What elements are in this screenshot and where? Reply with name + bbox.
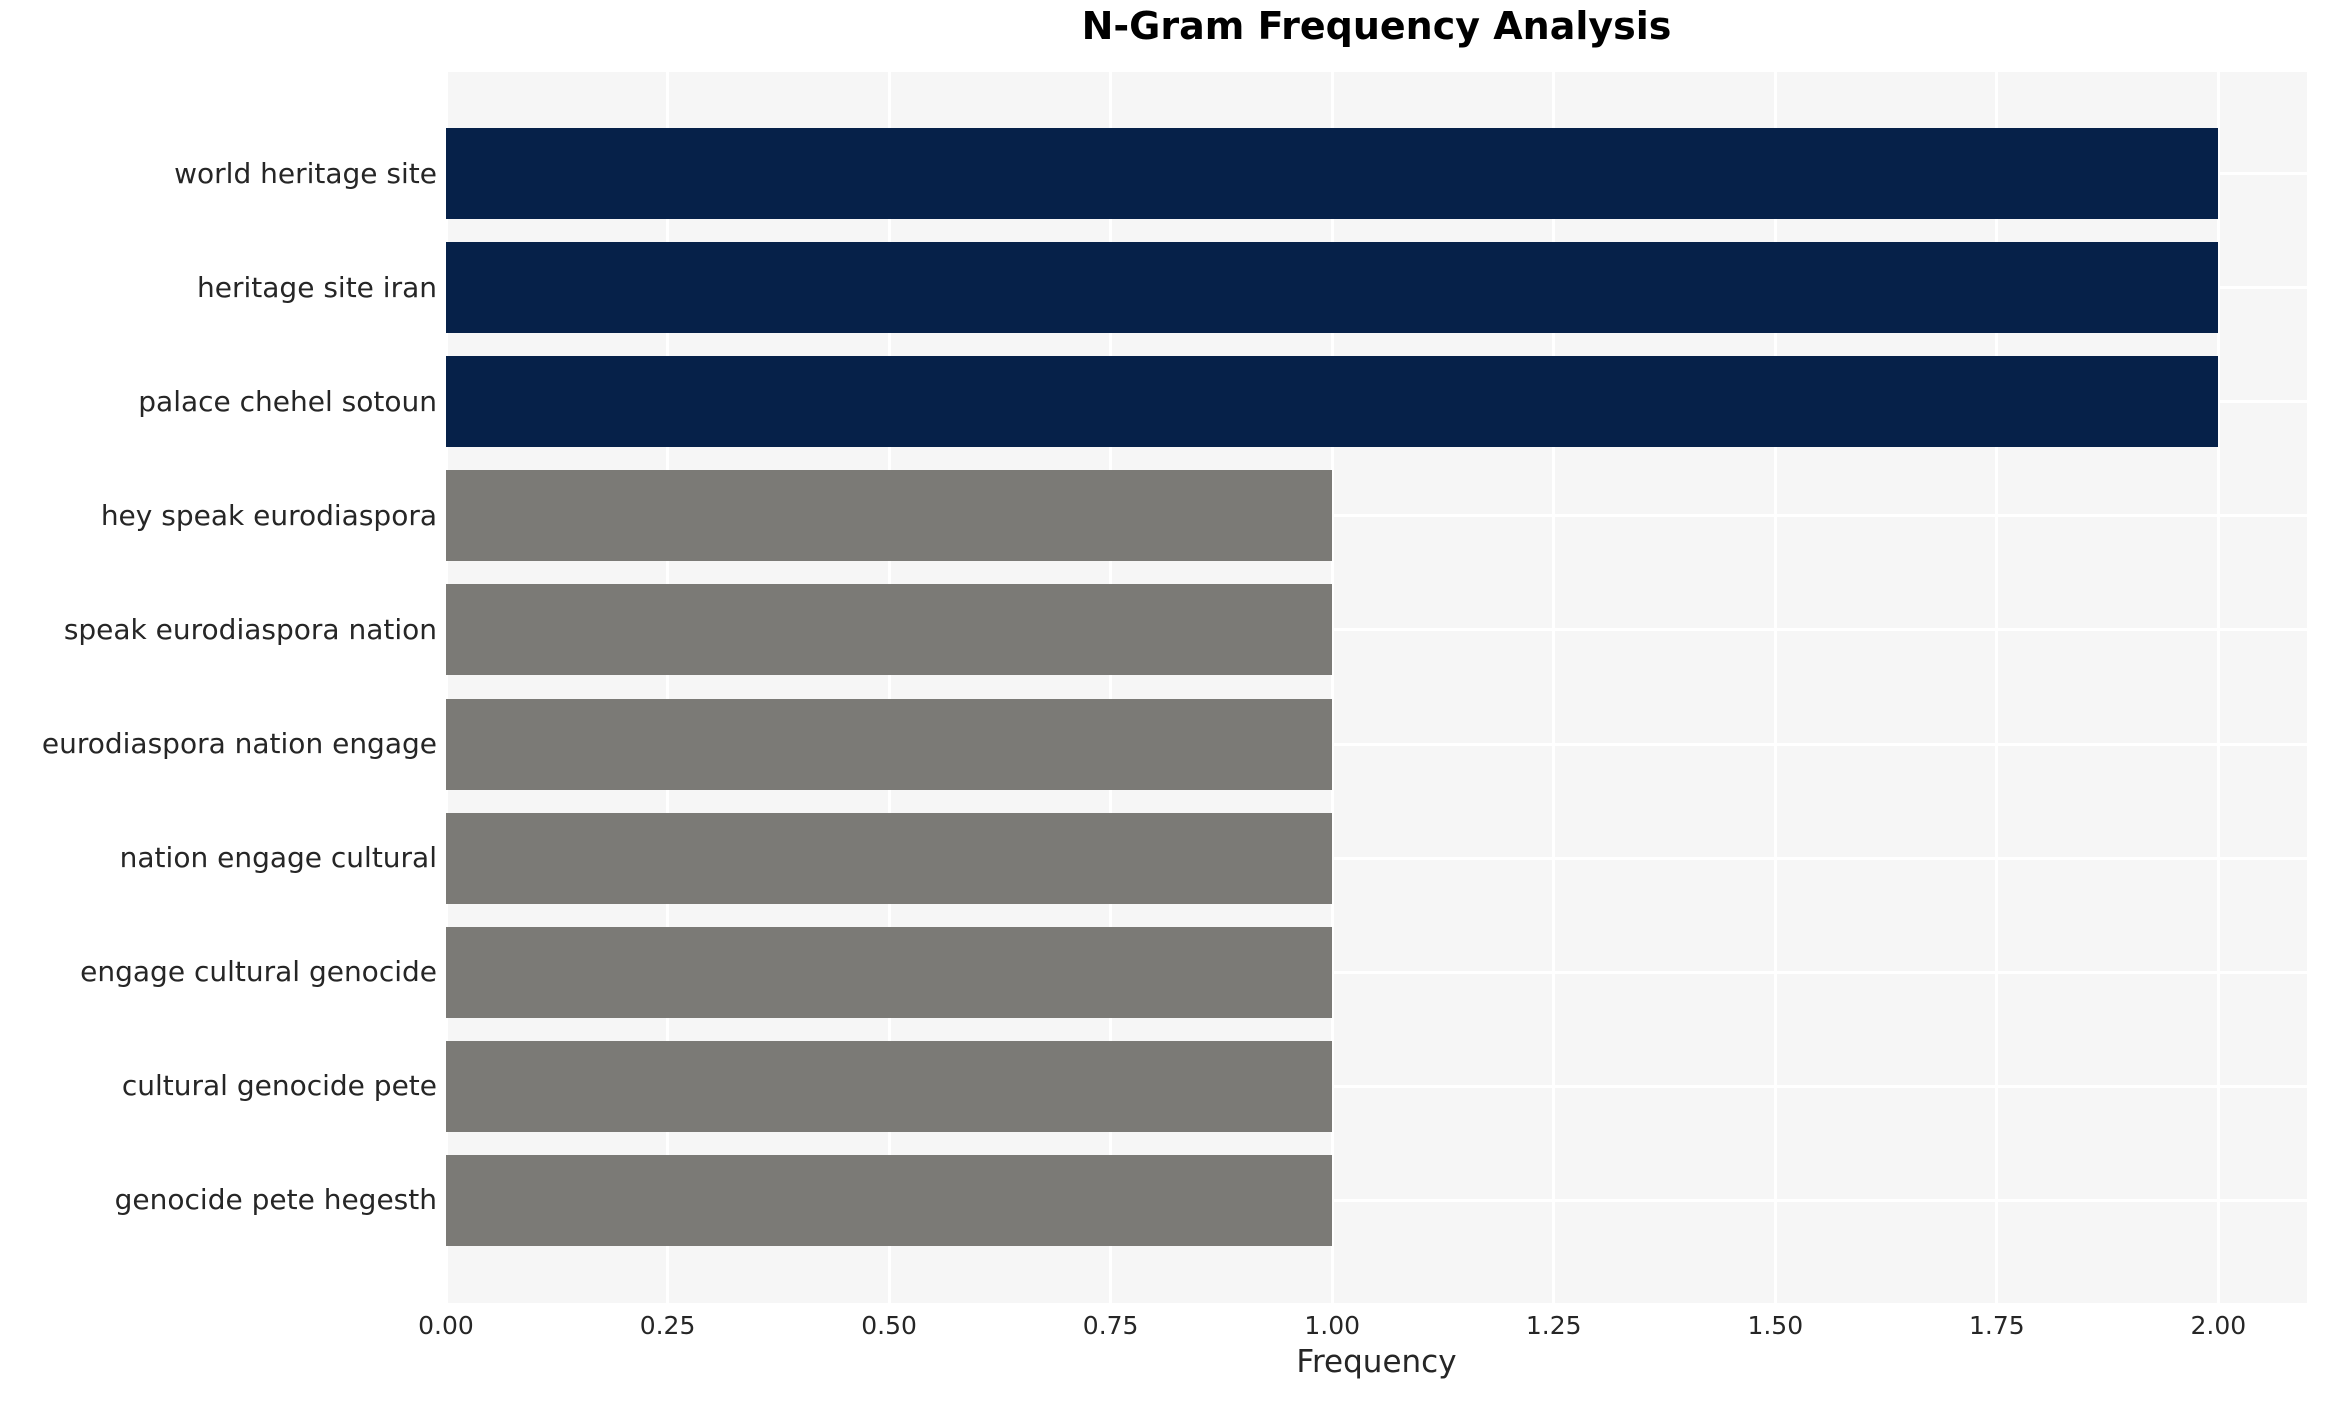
plot-area xyxy=(444,72,2307,1303)
y-axis-label: speak eurodiaspora nation xyxy=(63,612,437,646)
bar xyxy=(446,470,1333,562)
y-axis-label: nation engage cultural xyxy=(119,841,437,875)
gridline-horizontal xyxy=(446,856,2307,860)
x-axis-tick-label: 2.00 xyxy=(2190,1311,2247,1340)
x-axis-tick-label: 1.00 xyxy=(1304,1311,1361,1340)
bar xyxy=(446,926,1333,1018)
gridline-vertical xyxy=(887,72,891,1303)
y-axis-label: palace chehel sotoun xyxy=(138,384,437,418)
bar xyxy=(446,128,2219,219)
gridline-vertical xyxy=(1995,72,1999,1303)
x-axis-tick-label: 0.25 xyxy=(639,1311,696,1340)
gridline-vertical xyxy=(1330,72,1334,1303)
gridline-horizontal xyxy=(446,1084,2307,1088)
x-axis-title: Frequency xyxy=(1296,1344,1457,1380)
y-axis-label: engage cultural genocide xyxy=(80,955,437,989)
y-axis-label: cultural genocide pete xyxy=(121,1069,437,1103)
y-axis-label: genocide pete hegesth xyxy=(114,1183,437,1217)
gridline-vertical xyxy=(1773,72,1777,1303)
gridline-horizontal xyxy=(446,1198,2307,1202)
gridline-horizontal xyxy=(446,970,2307,974)
x-axis-tick-label: 0.00 xyxy=(418,1311,474,1340)
y-axis-label: heritage site iran xyxy=(197,270,437,304)
gridline-horizontal xyxy=(446,628,2307,632)
x-axis-tick-label: 1.25 xyxy=(1525,1311,1582,1340)
gridline-horizontal xyxy=(446,514,2307,518)
bar xyxy=(446,698,1333,790)
gridline-vertical xyxy=(2216,72,2220,1303)
gridline-vertical xyxy=(1552,72,1556,1303)
x-axis-tick-label: 1.75 xyxy=(1968,1311,2025,1340)
chart-title: N-Gram Frequency Analysis xyxy=(1081,4,1672,48)
x-axis-tick-label: 0.50 xyxy=(861,1311,917,1340)
gridline-horizontal xyxy=(446,742,2307,746)
y-axis-label: world heritage site xyxy=(174,156,437,190)
bar xyxy=(446,812,1333,904)
bar xyxy=(446,242,2219,334)
y-axis-label: hey speak eurodiaspora xyxy=(100,498,437,532)
gridline-vertical xyxy=(1109,72,1113,1303)
bar xyxy=(446,1154,1333,1246)
bar xyxy=(446,584,1333,676)
y-axis-label: eurodiaspora nation engage xyxy=(41,727,437,760)
x-axis-tick-label: 1.50 xyxy=(1747,1311,1804,1340)
gridline-vertical xyxy=(666,72,670,1303)
bar xyxy=(446,356,2219,448)
gridline-vertical xyxy=(444,72,448,1303)
x-axis-tick-label: 0.75 xyxy=(1082,1311,1139,1340)
bar xyxy=(446,1040,1333,1132)
